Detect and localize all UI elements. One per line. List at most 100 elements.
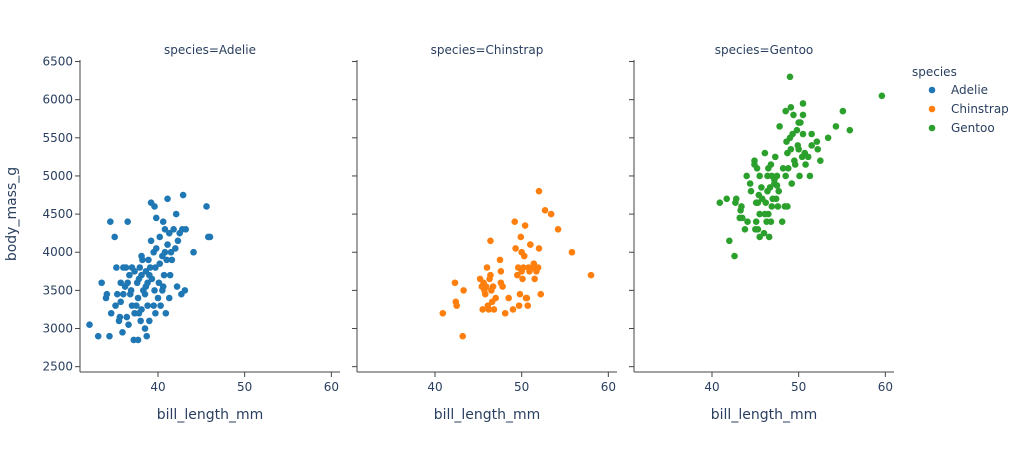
data-point[interactable]	[796, 172, 803, 180]
data-point[interactable]	[164, 195, 171, 203]
data-point[interactable]	[451, 279, 459, 287]
data-point[interactable]	[479, 306, 486, 313]
data-point[interactable]	[133, 302, 140, 309]
data-point[interactable]	[767, 218, 775, 226]
data-point[interactable]	[793, 126, 801, 134]
data-point[interactable]	[141, 290, 149, 298]
data-point[interactable]	[779, 165, 787, 172]
data-point[interactable]	[159, 283, 167, 290]
data-point[interactable]	[107, 309, 115, 317]
data-point[interactable]	[587, 271, 595, 279]
data-point[interactable]	[146, 264, 154, 271]
legend-item-gentoo[interactable]: Gentoo	[928, 121, 995, 135]
data-point[interactable]	[138, 306, 145, 313]
data-point[interactable]	[784, 149, 791, 157]
data-point[interactable]	[131, 268, 138, 275]
data-point[interactable]	[203, 203, 210, 210]
data-point[interactable]	[839, 107, 847, 115]
data-point[interactable]	[817, 157, 824, 164]
data-point[interactable]	[179, 191, 187, 199]
data-point[interactable]	[535, 245, 543, 252]
data-point[interactable]	[134, 336, 142, 344]
data-point[interactable]	[496, 256, 504, 264]
data-point[interactable]	[789, 130, 796, 138]
data-point[interactable]	[117, 279, 125, 287]
data-point[interactable]	[144, 279, 151, 287]
data-point[interactable]	[547, 210, 555, 218]
data-point[interactable]	[535, 187, 543, 195]
data-point[interactable]	[190, 248, 197, 256]
data-point[interactable]	[524, 302, 532, 309]
data-point[interactable]	[155, 279, 163, 287]
data-point[interactable]	[148, 275, 156, 283]
data-point[interactable]	[814, 145, 822, 153]
data-point[interactable]	[136, 264, 144, 271]
data-point[interactable]	[531, 275, 538, 283]
data-point[interactable]	[152, 245, 160, 252]
data-point[interactable]	[159, 218, 167, 226]
data-point[interactable]	[774, 203, 782, 210]
data-point[interactable]	[157, 302, 164, 309]
data-point[interactable]	[489, 283, 497, 290]
data-point[interactable]	[832, 123, 840, 130]
data-point[interactable]	[144, 302, 151, 309]
data-point[interactable]	[743, 172, 750, 180]
data-point[interactable]	[164, 241, 171, 248]
data-point[interactable]	[808, 130, 815, 138]
data-point[interactable]	[782, 172, 789, 180]
data-point[interactable]	[517, 233, 525, 241]
data-point[interactable]	[111, 233, 118, 241]
data-point[interactable]	[162, 309, 170, 317]
data-point[interactable]	[160, 271, 168, 279]
legend-item-adelie[interactable]: Adelie	[928, 83, 988, 97]
data-point[interactable]	[804, 153, 812, 161]
data-point[interactable]	[726, 237, 733, 245]
data-point[interactable]	[799, 100, 807, 107]
data-point[interactable]	[520, 264, 527, 271]
data-point[interactable]	[782, 107, 789, 115]
data-point[interactable]	[161, 248, 169, 256]
data-point[interactable]	[167, 248, 175, 256]
data-point[interactable]	[172, 210, 180, 218]
data-point[interactable]	[166, 271, 174, 279]
data-point[interactable]	[760, 229, 768, 237]
data-point[interactable]	[123, 313, 131, 321]
data-point[interactable]	[764, 172, 771, 180]
data-point[interactable]	[509, 306, 517, 313]
data-point[interactable]	[736, 214, 744, 222]
data-point[interactable]	[738, 203, 745, 210]
data-point[interactable]	[775, 187, 783, 195]
data-point[interactable]	[113, 264, 120, 271]
data-point[interactable]	[137, 317, 144, 325]
data-point[interactable]	[182, 226, 190, 233]
data-point[interactable]	[752, 226, 759, 233]
data-point[interactable]	[94, 332, 102, 340]
data-point[interactable]	[752, 218, 760, 226]
data-point[interactable]	[846, 126, 854, 134]
data-point[interactable]	[723, 195, 731, 203]
data-point[interactable]	[174, 237, 182, 245]
data-point[interactable]	[516, 290, 524, 298]
data-point[interactable]	[752, 199, 760, 206]
data-point[interactable]	[460, 287, 467, 294]
legend[interactable]: species Adelie Chinstrap Gentoo	[912, 65, 1009, 135]
data-point[interactable]	[134, 294, 142, 302]
data-point[interactable]	[172, 245, 179, 252]
data-point[interactable]	[483, 264, 491, 271]
data-point[interactable]	[151, 287, 158, 294]
data-point[interactable]	[824, 134, 832, 142]
data-point[interactable]	[490, 306, 498, 313]
data-point[interactable]	[813, 138, 821, 145]
data-point[interactable]	[790, 111, 797, 119]
data-point[interactable]	[791, 161, 799, 168]
data-point[interactable]	[165, 294, 173, 302]
data-point[interactable]	[808, 142, 815, 149]
data-point[interactable]	[107, 218, 114, 226]
data-point[interactable]	[772, 195, 780, 203]
data-point[interactable]	[795, 119, 802, 126]
data-point[interactable]	[487, 237, 494, 245]
data-point[interactable]	[125, 321, 132, 329]
data-point[interactable]	[156, 233, 164, 241]
data-point[interactable]	[181, 287, 189, 294]
data-point[interactable]	[139, 256, 146, 264]
